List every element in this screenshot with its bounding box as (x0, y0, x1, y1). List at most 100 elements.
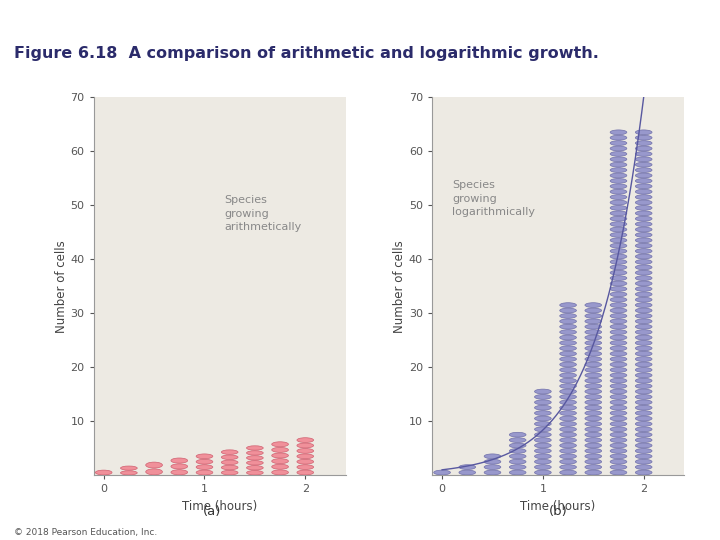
Ellipse shape (610, 449, 627, 453)
Ellipse shape (585, 368, 602, 372)
Ellipse shape (246, 465, 264, 470)
Ellipse shape (559, 308, 577, 313)
Ellipse shape (585, 438, 602, 442)
Ellipse shape (559, 384, 577, 388)
Ellipse shape (635, 249, 652, 253)
Ellipse shape (635, 416, 652, 421)
Ellipse shape (635, 384, 652, 388)
Ellipse shape (559, 389, 577, 394)
Ellipse shape (534, 411, 552, 415)
Ellipse shape (610, 335, 627, 340)
Ellipse shape (585, 335, 602, 340)
Ellipse shape (610, 330, 627, 334)
Ellipse shape (297, 460, 314, 464)
Ellipse shape (534, 416, 552, 421)
Ellipse shape (610, 314, 627, 318)
Ellipse shape (610, 276, 627, 280)
Ellipse shape (484, 470, 501, 475)
Ellipse shape (610, 406, 627, 410)
Ellipse shape (559, 379, 577, 383)
Ellipse shape (610, 271, 627, 275)
Ellipse shape (635, 265, 652, 269)
Ellipse shape (610, 233, 627, 237)
Ellipse shape (610, 438, 627, 442)
Text: © 2018 Pearson Education, Inc.: © 2018 Pearson Education, Inc. (14, 528, 158, 537)
Ellipse shape (196, 470, 213, 475)
Ellipse shape (585, 341, 602, 345)
Ellipse shape (635, 470, 652, 475)
Ellipse shape (585, 465, 602, 469)
Ellipse shape (585, 357, 602, 361)
Ellipse shape (271, 470, 289, 475)
Ellipse shape (297, 454, 314, 458)
Ellipse shape (95, 470, 112, 475)
Ellipse shape (585, 373, 602, 377)
Ellipse shape (559, 438, 577, 442)
Ellipse shape (635, 411, 652, 415)
Ellipse shape (635, 281, 652, 286)
Ellipse shape (145, 469, 163, 475)
Ellipse shape (610, 184, 627, 188)
Ellipse shape (635, 368, 652, 372)
Ellipse shape (635, 276, 652, 280)
Ellipse shape (196, 454, 213, 458)
Ellipse shape (509, 460, 526, 464)
Ellipse shape (271, 448, 289, 453)
Ellipse shape (635, 254, 652, 259)
Text: (a): (a) (203, 505, 222, 518)
Ellipse shape (610, 341, 627, 345)
Ellipse shape (559, 422, 577, 426)
Ellipse shape (559, 346, 577, 350)
Ellipse shape (559, 427, 577, 431)
Ellipse shape (635, 357, 652, 361)
Ellipse shape (610, 136, 627, 140)
Ellipse shape (635, 454, 652, 458)
Ellipse shape (534, 422, 552, 426)
Ellipse shape (610, 206, 627, 210)
Ellipse shape (585, 346, 602, 350)
Ellipse shape (509, 465, 526, 469)
Ellipse shape (610, 254, 627, 259)
Ellipse shape (610, 222, 627, 226)
Ellipse shape (635, 136, 652, 140)
Ellipse shape (196, 460, 213, 464)
Ellipse shape (246, 451, 264, 455)
Ellipse shape (610, 303, 627, 307)
Ellipse shape (509, 470, 526, 475)
Ellipse shape (585, 411, 602, 415)
Ellipse shape (610, 443, 627, 448)
Ellipse shape (297, 449, 314, 453)
Ellipse shape (509, 449, 526, 453)
Ellipse shape (610, 346, 627, 350)
Ellipse shape (534, 465, 552, 469)
Ellipse shape (610, 238, 627, 242)
Ellipse shape (610, 298, 627, 302)
Ellipse shape (585, 314, 602, 318)
Ellipse shape (635, 443, 652, 448)
Ellipse shape (459, 470, 476, 475)
Ellipse shape (610, 470, 627, 475)
Ellipse shape (635, 157, 652, 161)
Y-axis label: Number of cells: Number of cells (393, 240, 406, 333)
Ellipse shape (610, 200, 627, 205)
Ellipse shape (635, 406, 652, 410)
Ellipse shape (610, 395, 627, 399)
Ellipse shape (559, 303, 577, 307)
Ellipse shape (635, 227, 652, 232)
Ellipse shape (559, 319, 577, 323)
Ellipse shape (635, 190, 652, 194)
Ellipse shape (635, 303, 652, 307)
Ellipse shape (635, 211, 652, 215)
Ellipse shape (559, 460, 577, 464)
Ellipse shape (635, 217, 652, 221)
Ellipse shape (635, 184, 652, 188)
Ellipse shape (610, 260, 627, 264)
Ellipse shape (559, 395, 577, 399)
Ellipse shape (585, 325, 602, 329)
Ellipse shape (246, 461, 264, 465)
Ellipse shape (610, 244, 627, 248)
Ellipse shape (635, 465, 652, 469)
Ellipse shape (585, 454, 602, 458)
Ellipse shape (610, 168, 627, 172)
Ellipse shape (585, 389, 602, 394)
